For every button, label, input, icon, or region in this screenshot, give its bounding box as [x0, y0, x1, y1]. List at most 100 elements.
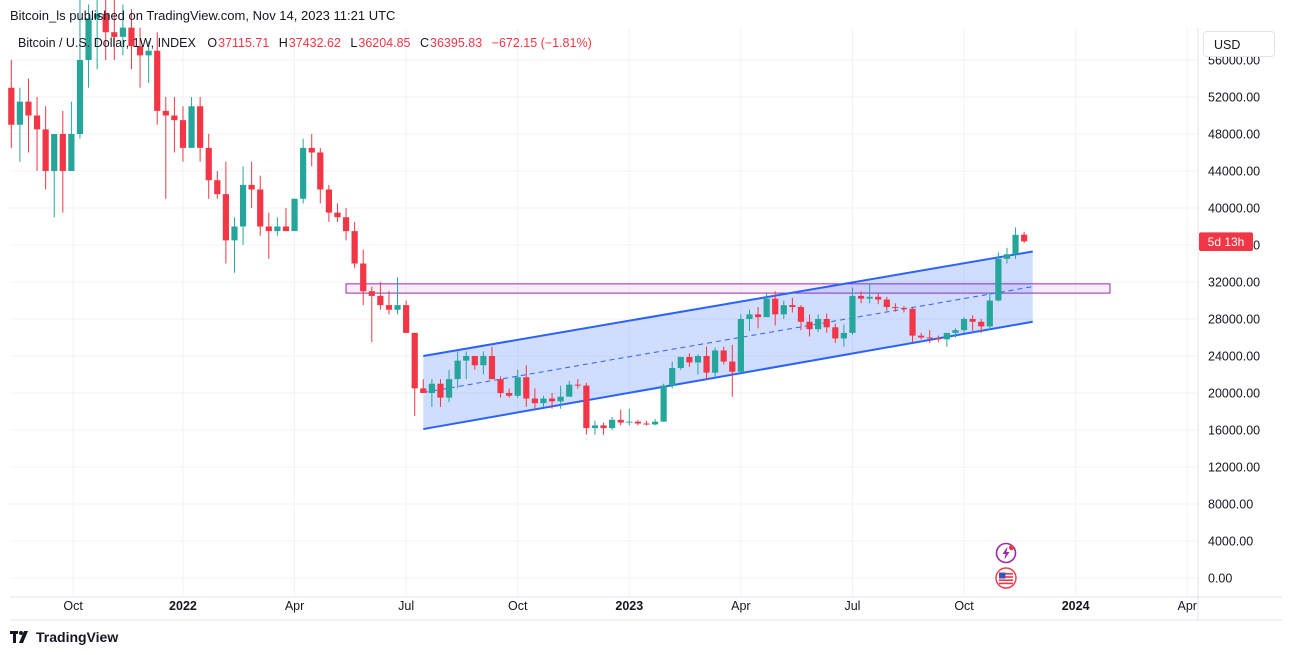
candle[interactable]	[102, 0, 109, 60]
candle[interactable]	[51, 134, 58, 218]
candle[interactable]	[248, 161, 255, 208]
time-axis[interactable]: Oct 2022 Apr Jul Oct 2023 Apr Jul Oct 2024 Apr	[63, 599, 1197, 613]
candle[interactable]	[411, 332, 418, 417]
candle[interactable]	[746, 309, 753, 332]
candle[interactable]	[634, 419, 641, 426]
candle[interactable]	[179, 106, 187, 162]
candle[interactable]	[900, 306, 908, 313]
candle[interactable]	[857, 291, 865, 304]
candle[interactable]	[497, 376, 504, 398]
candle[interactable]	[136, 27, 144, 88]
resistance-zone[interactable]	[345, 283, 1111, 294]
channel-mid-line[interactable]	[423, 286, 1033, 394]
candle[interactable]	[205, 134, 212, 199]
price-axis[interactable]: 0.00 4000.00 8000.00 12000.00 16000.00 20000.…	[1199, 54, 1260, 586]
candle[interactable]	[789, 297, 796, 313]
channel-upper-line[interactable]	[423, 250, 1033, 357]
candle[interactable]	[566, 380, 573, 397]
candle[interactable]	[42, 106, 49, 190]
candle[interactable]	[342, 208, 350, 241]
candles[interactable]	[8, 0, 1028, 435]
candle[interactable]	[154, 32, 161, 125]
candle[interactable]	[514, 369, 521, 398]
candle[interactable]	[222, 161, 229, 264]
candle[interactable]	[351, 221, 358, 269]
candle[interactable]	[866, 283, 873, 304]
candle[interactable]	[703, 346, 710, 381]
resistance-zone-rect[interactable]	[345, 283, 1111, 294]
candle[interactable]	[300, 138, 307, 204]
candle[interactable]	[918, 332, 925, 340]
candle[interactable]	[669, 361, 676, 389]
candle[interactable]	[548, 393, 556, 409]
candle[interactable]	[926, 330, 933, 344]
candle[interactable]	[609, 417, 616, 430]
candle[interactable]	[643, 420, 650, 426]
candle[interactable]	[506, 388, 513, 398]
candle[interactable]	[291, 198, 298, 232]
candle[interactable]	[59, 110, 66, 213]
candle[interactable]	[909, 307, 916, 343]
candle[interactable]	[995, 252, 1002, 302]
candle[interactable]	[531, 388, 538, 409]
candle[interactable]	[471, 356, 478, 370]
candle[interactable]	[8, 60, 15, 148]
candle[interactable]	[128, 9, 135, 70]
candle[interactable]	[832, 323, 839, 344]
candle[interactable]	[239, 166, 247, 245]
candle[interactable]	[523, 365, 530, 407]
candle[interactable]	[308, 134, 315, 167]
candle[interactable]	[892, 303, 899, 312]
candle[interactable]	[591, 420, 599, 435]
candle[interactable]	[85, 4, 92, 88]
candle[interactable]	[360, 249, 367, 306]
candle[interactable]	[969, 315, 976, 332]
candle[interactable]	[815, 314, 822, 332]
candle[interactable]	[214, 171, 221, 199]
candle[interactable]	[737, 314, 744, 373]
candle[interactable]	[806, 314, 813, 337]
candle[interactable]	[197, 97, 204, 162]
candle[interactable]	[600, 422, 607, 435]
candle[interactable]	[694, 354, 702, 375]
candle[interactable]	[488, 346, 496, 380]
candle[interactable]	[334, 203, 341, 222]
candle[interactable]	[651, 418, 659, 426]
tradingview-logo[interactable]: TradingView	[10, 629, 118, 645]
candle[interactable]	[368, 286, 375, 343]
candle[interactable]	[1021, 231, 1028, 244]
candle[interactable]	[952, 328, 959, 338]
candle[interactable]	[574, 379, 581, 389]
candle[interactable]	[437, 379, 444, 407]
candle[interactable]	[111, 0, 118, 60]
candle[interactable]	[94, 0, 101, 70]
parallel-channel[interactable]	[423, 250, 1033, 431]
candle[interactable]	[960, 317, 968, 333]
candle[interactable]	[231, 217, 238, 273]
candle[interactable]	[274, 217, 281, 236]
candle[interactable]	[68, 101, 75, 171]
candle[interactable]	[463, 351, 470, 380]
candle[interactable]	[25, 78, 32, 153]
candle[interactable]	[445, 369, 453, 403]
candle[interactable]	[660, 383, 667, 422]
candle[interactable]	[986, 293, 993, 331]
candle[interactable]	[875, 293, 882, 305]
candle[interactable]	[840, 324, 847, 347]
candle[interactable]	[282, 208, 290, 232]
candle[interactable]	[162, 97, 169, 199]
candle[interactable]	[935, 335, 942, 343]
candle[interactable]	[1003, 247, 1011, 264]
candle[interactable]	[145, 41, 152, 84]
candle[interactable]	[797, 305, 805, 331]
candle[interactable]	[188, 97, 195, 148]
candle[interactable]	[583, 382, 590, 435]
candle[interactable]	[943, 332, 950, 347]
candle[interactable]	[428, 379, 435, 407]
lightning-icon[interactable]	[995, 542, 1017, 564]
candle[interactable]	[823, 313, 830, 333]
candle[interactable]	[420, 379, 427, 393]
candle[interactable]	[377, 282, 384, 310]
